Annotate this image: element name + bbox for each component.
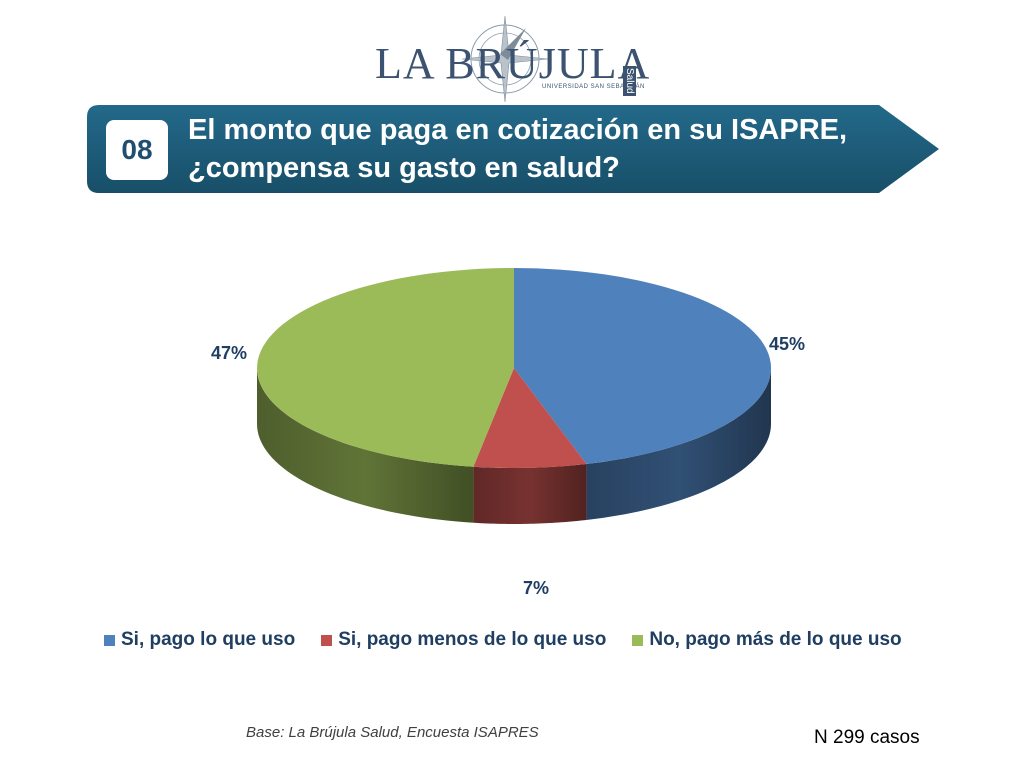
- logo-subtitle: UNIVERSIDAD SAN SEBASTIÁN: [542, 84, 645, 90]
- data-label-1: 45%: [769, 334, 805, 354]
- pie-slice-side-1: [586, 368, 771, 520]
- question-title-line-1: El monto que paga en cotización en su IS…: [188, 114, 848, 146]
- compass-icon: [461, 15, 549, 103]
- legend-label: Si, pago lo que uso: [121, 629, 296, 650]
- logo-vertical-tag: Salud: [623, 66, 636, 96]
- question-title-line-2: ¿compensa su gasto en salud?: [188, 152, 620, 184]
- legend-item-1: Si, pago lo que uso: [104, 629, 295, 651]
- question-title: El monto que paga en cotización en su IS…: [188, 111, 848, 187]
- question-number: 08: [106, 120, 168, 180]
- source-footnote: Base: La Brújula Salud, Encuesta ISAPRES: [246, 724, 539, 741]
- pie-chart: 45% 7% 47%: [211, 268, 805, 598]
- pie-slice-3: [257, 268, 514, 467]
- chart-legend: Si, pago lo que uso Si, pago menos de lo …: [104, 627, 902, 653]
- legend-swatch: [104, 634, 115, 646]
- pie-slice-1: [514, 268, 772, 464]
- legend-swatch: [632, 634, 644, 646]
- question-banner: 08 El monto que paga en cotización en su…: [85, 103, 941, 195]
- legend-swatch: [321, 634, 333, 646]
- pie-slice-2: [473, 368, 587, 468]
- sample-size: N 299 casos: [814, 727, 920, 748]
- logo: LA BRÚJULA UNIVERSIDAD SAN SEBASTIÁN Sal…: [360, 8, 680, 104]
- pie-slice-side-3: [257, 368, 474, 523]
- data-label-2: 7%: [523, 578, 549, 598]
- logo-name: LA BRÚJULA: [375, 39, 651, 88]
- banner-arrow-shape: [87, 105, 939, 193]
- pie-slice-side-2: [473, 463, 587, 524]
- legend-item-2: Si, pago menos de lo que uso: [321, 629, 606, 651]
- legend-label: No, pago más de lo que uso: [649, 629, 902, 650]
- legend-item-3: No, pago más de lo que uso: [632, 629, 902, 651]
- legend-label: Si, pago menos de lo que uso: [338, 629, 607, 650]
- data-label-3: 47%: [211, 343, 247, 363]
